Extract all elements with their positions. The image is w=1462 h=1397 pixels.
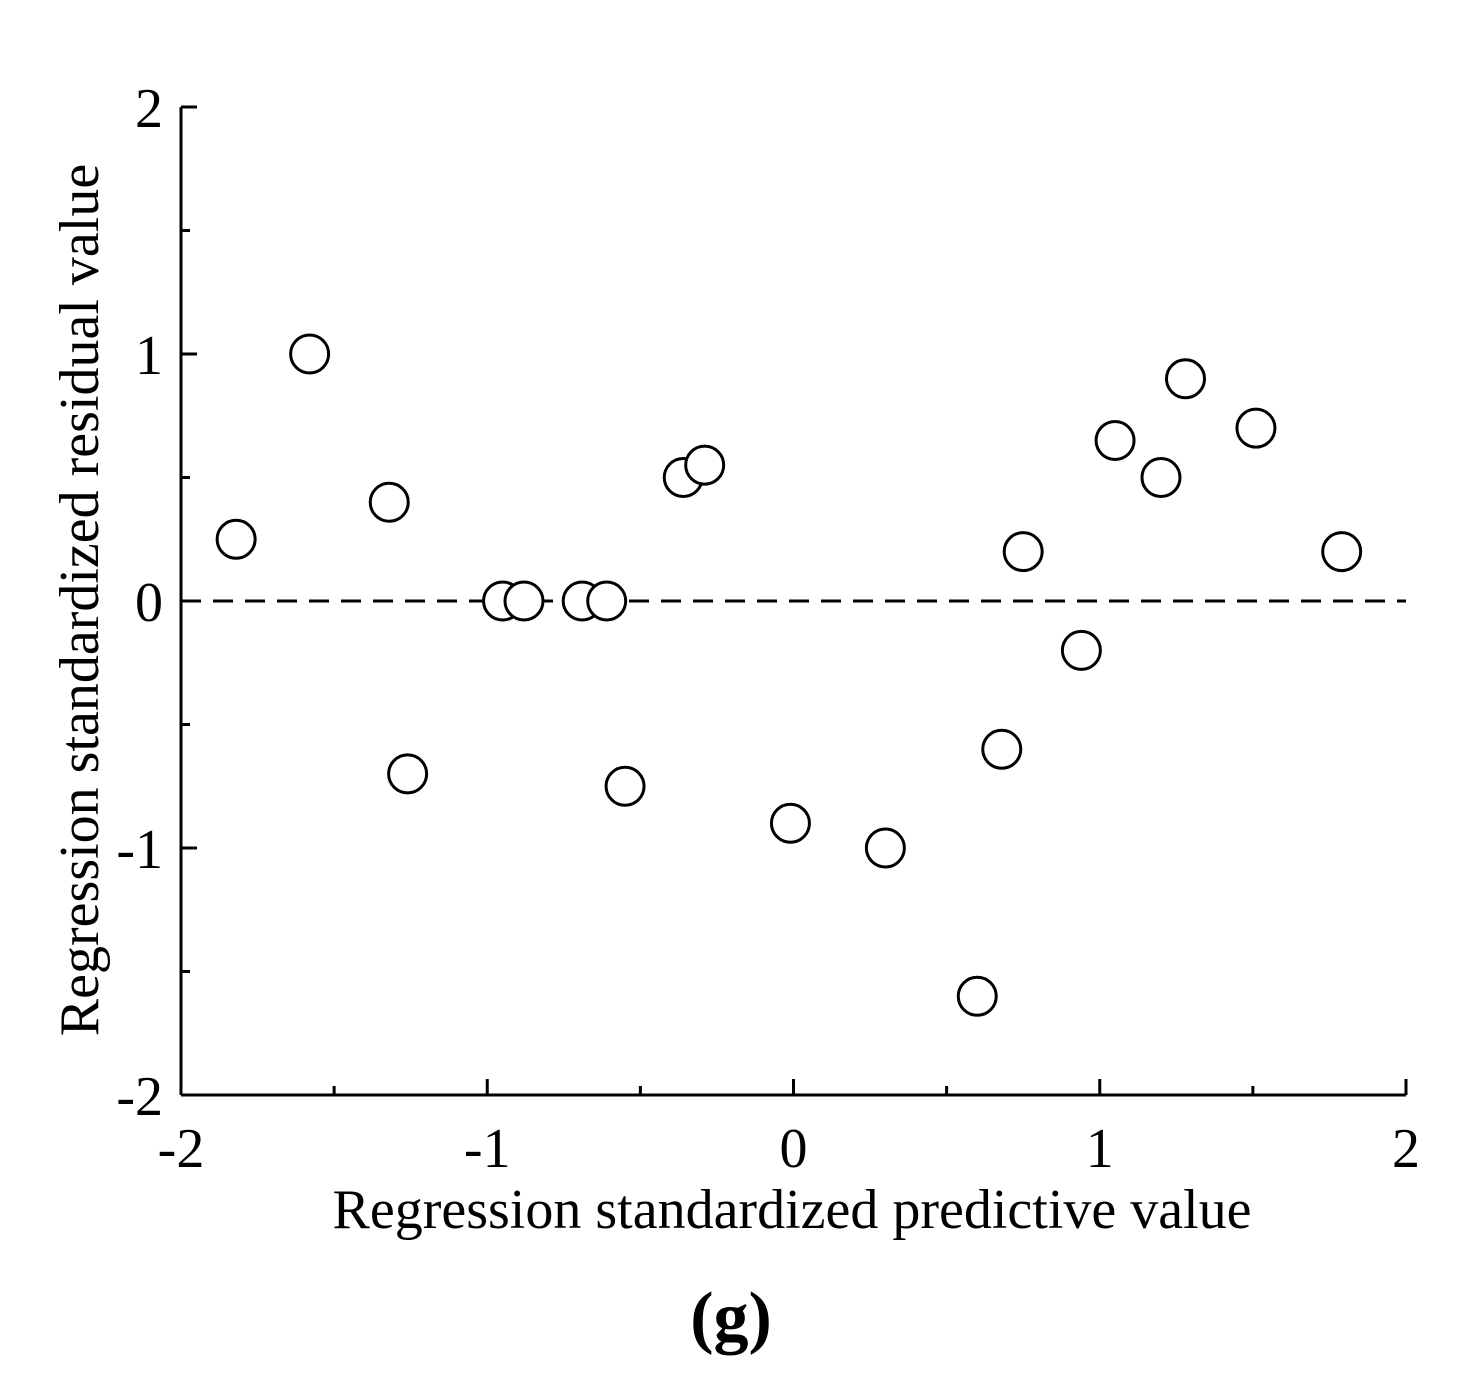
y-tick-label: -1	[116, 819, 163, 881]
data-point	[1094, 419, 1136, 461]
data-point	[289, 333, 331, 375]
data-point	[684, 444, 726, 486]
y-tick-label: 2	[135, 78, 163, 140]
x-tick-label: -1	[464, 1118, 511, 1180]
data-point	[604, 765, 646, 807]
data-point	[1002, 531, 1044, 573]
data-point	[981, 728, 1023, 770]
data-point	[1165, 358, 1206, 400]
data-point	[1321, 531, 1363, 573]
data-point	[1060, 629, 1102, 671]
y-axis-title: Regression standardized residual value	[49, 164, 111, 1036]
x-tick-label: 0	[780, 1118, 808, 1180]
data-point	[1235, 407, 1277, 449]
x-tick-label: -2	[158, 1118, 205, 1180]
data-points	[215, 333, 1363, 1017]
data-point	[503, 580, 545, 622]
data-point	[864, 827, 906, 869]
data-point	[387, 753, 429, 795]
y-tick-label: 1	[135, 325, 163, 387]
y-tick-label: 0	[135, 572, 163, 634]
data-point	[215, 518, 257, 560]
tick-labels: -2 -1 0 1 2 -2 -1 0 1 2	[116, 78, 1420, 1180]
data-point	[769, 802, 811, 844]
data-point	[956, 975, 998, 1017]
data-point	[368, 481, 410, 523]
panel-label: (g)	[690, 1279, 772, 1356]
y-tick-label: -2	[116, 1066, 163, 1128]
x-axis-title: Regression standardized predictive value	[333, 1179, 1252, 1241]
x-tick-label: 2	[1392, 1118, 1420, 1180]
data-point	[586, 580, 628, 622]
x-tick-label: 1	[1086, 1118, 1114, 1180]
data-point	[1140, 457, 1182, 498]
